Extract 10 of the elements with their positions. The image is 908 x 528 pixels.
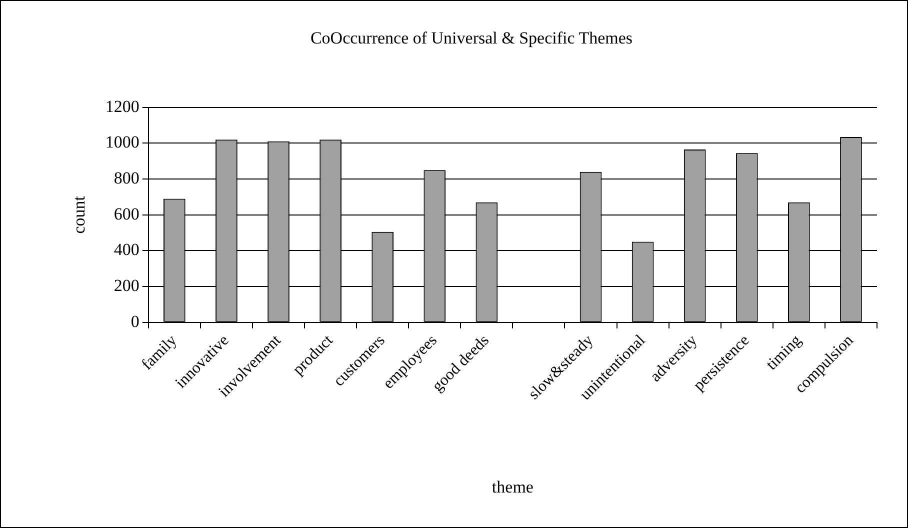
y-tick-label: 1000 [105, 132, 140, 152]
y-tick-label: 800 [114, 168, 140, 188]
x-axis-title: theme [492, 477, 534, 496]
y-axis-title: count [70, 196, 89, 234]
y-tick-label: 0 [130, 312, 140, 331]
y-tick-label: 600 [114, 204, 140, 224]
chart-title: CoOccurrence of Universal & Specific Themes [310, 28, 633, 48]
y-tick-label: 400 [114, 240, 140, 260]
y-tick-label: 200 [114, 276, 140, 295]
y-tick-label: 1200 [105, 96, 140, 116]
